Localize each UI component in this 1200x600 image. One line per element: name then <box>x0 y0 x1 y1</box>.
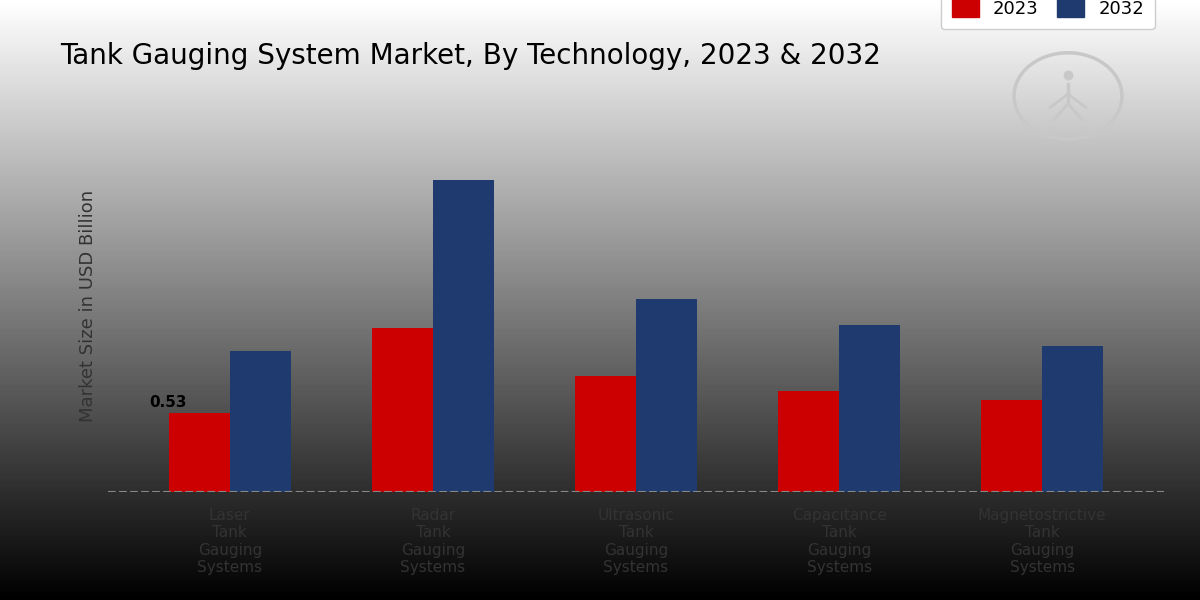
Bar <box>839 325 900 492</box>
Y-axis label: Market Size in USD Billion: Market Size in USD Billion <box>79 190 97 422</box>
Bar <box>636 299 697 492</box>
Bar <box>1042 346 1103 492</box>
Bar <box>169 413 230 492</box>
Bar <box>433 179 494 492</box>
Legend: 2023, 2032: 2023, 2032 <box>941 0 1154 29</box>
Bar <box>230 350 290 492</box>
Bar <box>982 400 1042 492</box>
Bar <box>372 328 433 492</box>
Text: 0.53: 0.53 <box>150 395 187 410</box>
Text: Tank Gauging System Market, By Technology, 2023 & 2032: Tank Gauging System Market, By Technolog… <box>60 42 881 70</box>
Bar <box>575 376 636 492</box>
Bar <box>778 391 839 492</box>
